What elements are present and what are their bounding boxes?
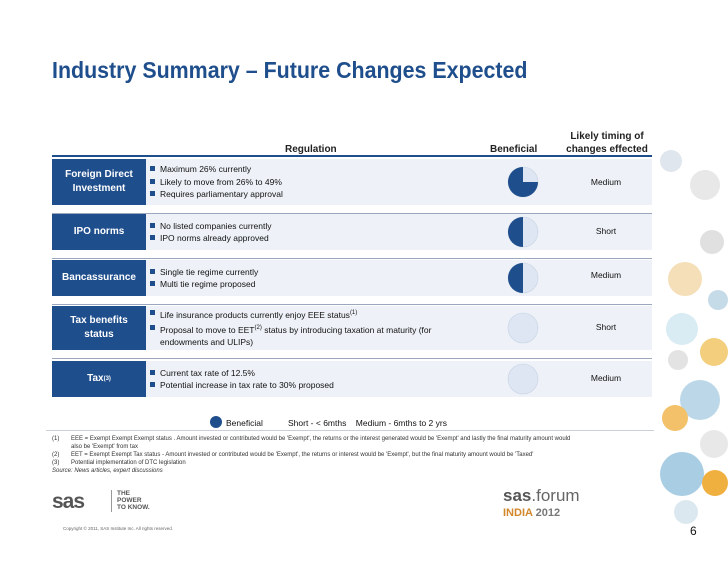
row-label: Tax (3) xyxy=(52,361,146,397)
timing-value: Medium xyxy=(590,373,622,383)
header-divider xyxy=(52,155,652,157)
table-row: Tax (3) Current tax rate of 12.5% Potenti… xyxy=(52,361,652,397)
footnote-ref: (2) xyxy=(254,324,262,331)
pie-filled-slice xyxy=(508,263,523,293)
pie-background xyxy=(507,363,539,395)
page-title: Industry Summary – Future Changes Expect… xyxy=(52,57,528,83)
bullet-text: Proposal to move to EET xyxy=(160,324,255,335)
bullet-text: endowments and ULIPs) xyxy=(160,337,254,348)
source-note: Source: News articles, expert discussion… xyxy=(52,468,163,474)
row-label: Foreign Direct Investment xyxy=(52,159,146,205)
bullet-item: Proposal to move to EET(2) status by int… xyxy=(150,322,470,349)
timing-value: Medium xyxy=(590,177,622,187)
row-background xyxy=(52,214,652,250)
legend-beneficial: Beneficial xyxy=(226,418,263,428)
timing-value: Medium xyxy=(590,270,622,280)
bullet-item: Single tie regime currently xyxy=(150,266,450,279)
footnote-ref: (1) xyxy=(349,310,358,317)
sas-tagline: THE POWER TO KNOW. xyxy=(117,490,150,511)
forum-india-text: INDIA xyxy=(503,507,533,519)
timing-value: Short xyxy=(595,322,617,332)
bullet-item: Requires parliamentary approval xyxy=(150,188,450,201)
beneficial-pie-icon xyxy=(507,312,539,344)
footnote-divider xyxy=(46,430,654,431)
footnote-text: EEE = Exempt Exempt Exempt status . Amou… xyxy=(71,436,571,442)
bullet-item: No listed companies currently xyxy=(150,220,450,233)
row-label-text: Tax xyxy=(87,373,104,384)
pie-filled-slice xyxy=(508,217,523,247)
forum-sas: sas xyxy=(503,486,532,505)
row-divider xyxy=(52,213,652,214)
pie-background xyxy=(507,312,539,344)
bullet-text: status by introducing taxation at maturi… xyxy=(264,324,432,335)
row-bullets: Current tax rate of 12.5% Potential incr… xyxy=(150,361,450,397)
bullet-item: Life insurance products currently enjoy … xyxy=(150,307,470,321)
bullet-item: Current tax rate of 12.5% xyxy=(150,367,450,380)
footnote-text: EET = Exempt Exempt Tax status - Amount … xyxy=(71,452,534,458)
header-timing-line2: changes effected xyxy=(566,144,648,155)
row-label: IPO norms xyxy=(52,214,146,250)
footnote-ref: (3) xyxy=(103,376,111,382)
forum-year: 2012 xyxy=(535,507,561,519)
table-row: Bancassurance Single tie regime currentl… xyxy=(52,260,652,305)
beneficial-pie-icon xyxy=(507,166,539,198)
tagline-line: THE xyxy=(117,490,130,497)
sas-logo: sas xyxy=(52,490,85,513)
table-row: IPO norms No listed companies currently … xyxy=(52,214,652,259)
row-bullets: No listed companies currently IPO norms … xyxy=(150,214,450,250)
bullet-text: Life insurance products currently enjoy … xyxy=(160,310,350,321)
sas-forum-logo: sas.forum xyxy=(503,486,580,506)
forum-dot: . xyxy=(531,486,537,505)
logo-divider xyxy=(111,490,112,512)
bullet-item: Maximum 26% currently xyxy=(150,163,450,176)
header-regulation: Regulation xyxy=(285,144,337,155)
row-divider xyxy=(52,258,652,259)
forum-india: INDIA 2012 xyxy=(503,507,560,519)
pie-filled-slice xyxy=(508,167,538,197)
row-bullets: Single tie regime currently Multi tie re… xyxy=(150,260,450,296)
legend-timing: Short - < 6mths Medium - 6mths to 2 yrs xyxy=(288,418,447,428)
forum-word: forum xyxy=(536,486,580,505)
footnote-text: also be 'Exempt' from tax xyxy=(71,444,138,450)
bullet-item: Likely to move from 26% to 49% xyxy=(150,176,450,189)
bullet-item: Potential increase in tax rate to 30% pr… xyxy=(150,379,450,392)
beneficial-pie-icon xyxy=(507,216,539,248)
footnote-text: Potential implementation of DTC legislat… xyxy=(71,460,186,466)
footnote-number: (3) xyxy=(52,460,60,466)
tagline-line: POWER xyxy=(117,497,142,504)
beneficial-pie-icon xyxy=(507,363,539,395)
page-number: 6 xyxy=(690,524,697,538)
table-row: Foreign Direct Investment Maximum 26% cu… xyxy=(52,159,652,214)
beneficial-pie-icon xyxy=(507,262,539,294)
row-divider xyxy=(52,358,652,359)
row-bullets: Maximum 26% currently Likely to move fro… xyxy=(150,159,450,205)
row-background xyxy=(52,260,652,296)
table-row: Tax benefits status Life insurance produ… xyxy=(52,306,652,359)
row-background xyxy=(52,361,652,397)
legend-beneficial-icon xyxy=(210,416,222,428)
footnote-number: (1) xyxy=(52,436,60,442)
header-beneficial: Beneficial xyxy=(490,144,538,155)
header-timing-line1: Likely timing of xyxy=(570,131,644,142)
row-bullets: Life insurance products currently enjoy … xyxy=(150,306,470,350)
row-divider xyxy=(52,304,652,305)
bullet-item: IPO norms already approved xyxy=(150,232,450,245)
tagline-line: TO KNOW. xyxy=(117,504,150,511)
timing-value: Short xyxy=(595,226,617,236)
footnote-number: (2) xyxy=(52,452,60,458)
bullet-item: Multi tie regime proposed xyxy=(150,278,450,291)
copyright: Copyright © 2011, SAS Institute Inc. All… xyxy=(63,526,174,531)
row-label: Tax benefits status xyxy=(52,306,146,350)
row-label: Bancassurance xyxy=(52,260,146,296)
